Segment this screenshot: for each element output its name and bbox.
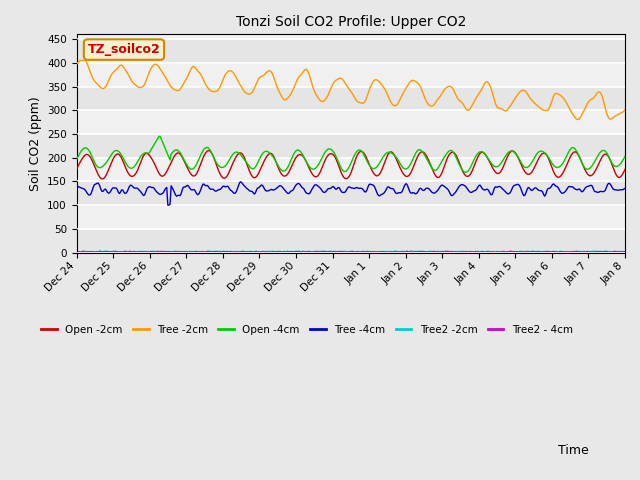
Bar	[77, 110, 625, 134]
Bar	[77, 134, 625, 158]
Title: Tonzi Soil CO2 Profile: Upper CO2: Tonzi Soil CO2 Profile: Upper CO2	[236, 15, 466, 29]
Bar	[77, 86, 625, 110]
Text: Time: Time	[558, 444, 589, 456]
Bar	[77, 205, 625, 229]
Bar	[77, 39, 625, 63]
Y-axis label: Soil CO2 (ppm): Soil CO2 (ppm)	[29, 96, 42, 191]
Legend: Open -2cm, Tree -2cm, Open -4cm, Tree -4cm, Tree2 -2cm, Tree2 - 4cm: Open -2cm, Tree -2cm, Open -4cm, Tree -4…	[37, 321, 577, 339]
Text: TZ_soilco2: TZ_soilco2	[88, 43, 161, 56]
Bar	[77, 229, 625, 252]
Bar	[77, 181, 625, 205]
Bar	[77, 158, 625, 181]
Bar	[77, 63, 625, 86]
